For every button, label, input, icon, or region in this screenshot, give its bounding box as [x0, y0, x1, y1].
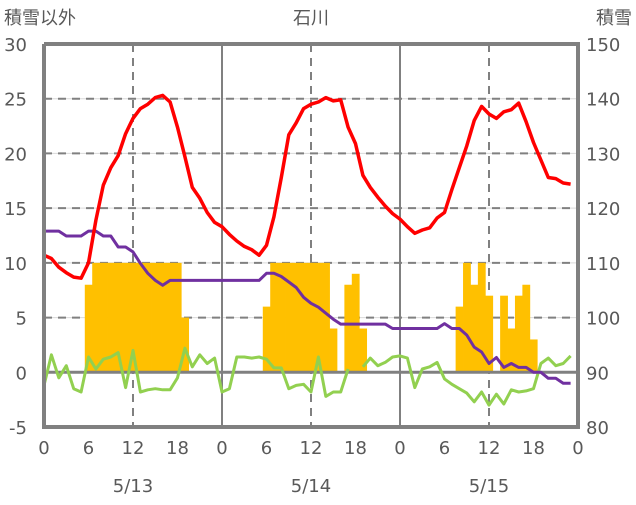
snowfall-bar — [285, 262, 293, 373]
x-tick: 0 — [38, 438, 49, 459]
y-tick-left: 15 — [4, 199, 27, 220]
snowfall-bar — [329, 328, 338, 373]
snowfall-bar — [129, 262, 138, 373]
date-label: 5/15 — [469, 476, 509, 497]
x-tick: 0 — [572, 438, 583, 459]
y-tick-left: 10 — [4, 254, 27, 275]
x-tick: 18 — [166, 438, 189, 459]
chart-title: 石川 — [293, 8, 329, 29]
snowfall-bar — [307, 262, 316, 373]
left-axis-title: 積雪以外 — [4, 8, 76, 29]
snowfall-bar — [500, 295, 508, 373]
x-tick: 6 — [83, 438, 94, 459]
x-tick: 12 — [300, 438, 323, 459]
temperature-line — [43, 93, 571, 280]
snowfall-bar — [463, 262, 471, 373]
snowfall-bar — [292, 262, 301, 373]
snowfall-bar — [107, 262, 115, 373]
snowfall-bar — [277, 262, 286, 373]
snowfall-bar — [270, 262, 279, 373]
snowfall-bar — [322, 262, 330, 373]
snowfall-bar — [344, 284, 353, 373]
x-tick: 0 — [216, 438, 227, 459]
snowfall-bar — [455, 306, 464, 373]
snowfall-bar — [262, 306, 271, 373]
x-tick: 12 — [478, 438, 501, 459]
snowfall-bar — [92, 262, 101, 373]
snowfall-bars — [84, 262, 538, 373]
y-tick-left: 20 — [4, 144, 27, 165]
snowfall-bar — [485, 295, 494, 373]
snowfall-bar — [181, 317, 190, 373]
right-axis-title: 積雪 — [596, 8, 632, 29]
y-tick-right: 120 — [586, 199, 620, 220]
snowfall-bar — [359, 328, 368, 373]
snowfall-bar — [121, 262, 130, 373]
y-tick-left: -5 — [9, 418, 27, 439]
snowfall-bar — [477, 262, 486, 373]
plot-frame — [42, 42, 580, 429]
y-tick-left: 5 — [16, 309, 27, 330]
y-tick-right: 110 — [586, 254, 620, 275]
plot-frame-border — [42, 42, 580, 429]
y-tick-left: 25 — [4, 90, 27, 111]
snowfall-bar — [166, 262, 175, 373]
snow-depth-line — [44, 229, 571, 385]
y-tick-right: 90 — [586, 363, 609, 384]
snowfall-bar — [84, 284, 93, 373]
y-tick-right: 130 — [586, 144, 620, 165]
date-label: 5/13 — [113, 476, 153, 497]
snowfall-bar — [522, 284, 531, 373]
snowfall-bar — [144, 262, 152, 373]
y-tick-right: 140 — [586, 90, 620, 111]
snowfall-bar — [158, 262, 167, 373]
date-label: 5/14 — [291, 476, 331, 497]
other-line — [361, 354, 572, 407]
snowfall-bar — [173, 262, 182, 373]
snowfall-bar — [151, 262, 160, 373]
series-lines — [42, 93, 578, 407]
y-tick-right: 100 — [586, 309, 620, 330]
x-tick: 6 — [261, 438, 272, 459]
y-tick-right: 80 — [586, 418, 609, 439]
other-line — [42, 346, 350, 398]
snowfall-bar — [470, 284, 479, 373]
y-tick-left: 30 — [4, 35, 27, 56]
x-tick: 0 — [394, 438, 405, 459]
snowfall-bar — [529, 339, 538, 373]
y-tick-right: 150 — [586, 35, 620, 56]
snowfall-bar — [314, 262, 323, 373]
x-tick: 6 — [439, 438, 450, 459]
x-tick: 12 — [122, 438, 145, 459]
snowfall-bar — [136, 262, 145, 373]
x-tick: 18 — [344, 438, 367, 459]
snowfall-bar — [507, 328, 516, 373]
x-tick: 18 — [522, 438, 545, 459]
snowfall-bar — [114, 262, 123, 373]
snowfall-bar — [99, 262, 108, 373]
snowfall-bar — [514, 295, 523, 373]
snowfall-bar — [299, 262, 308, 373]
y-tick-left: 0 — [16, 363, 27, 384]
